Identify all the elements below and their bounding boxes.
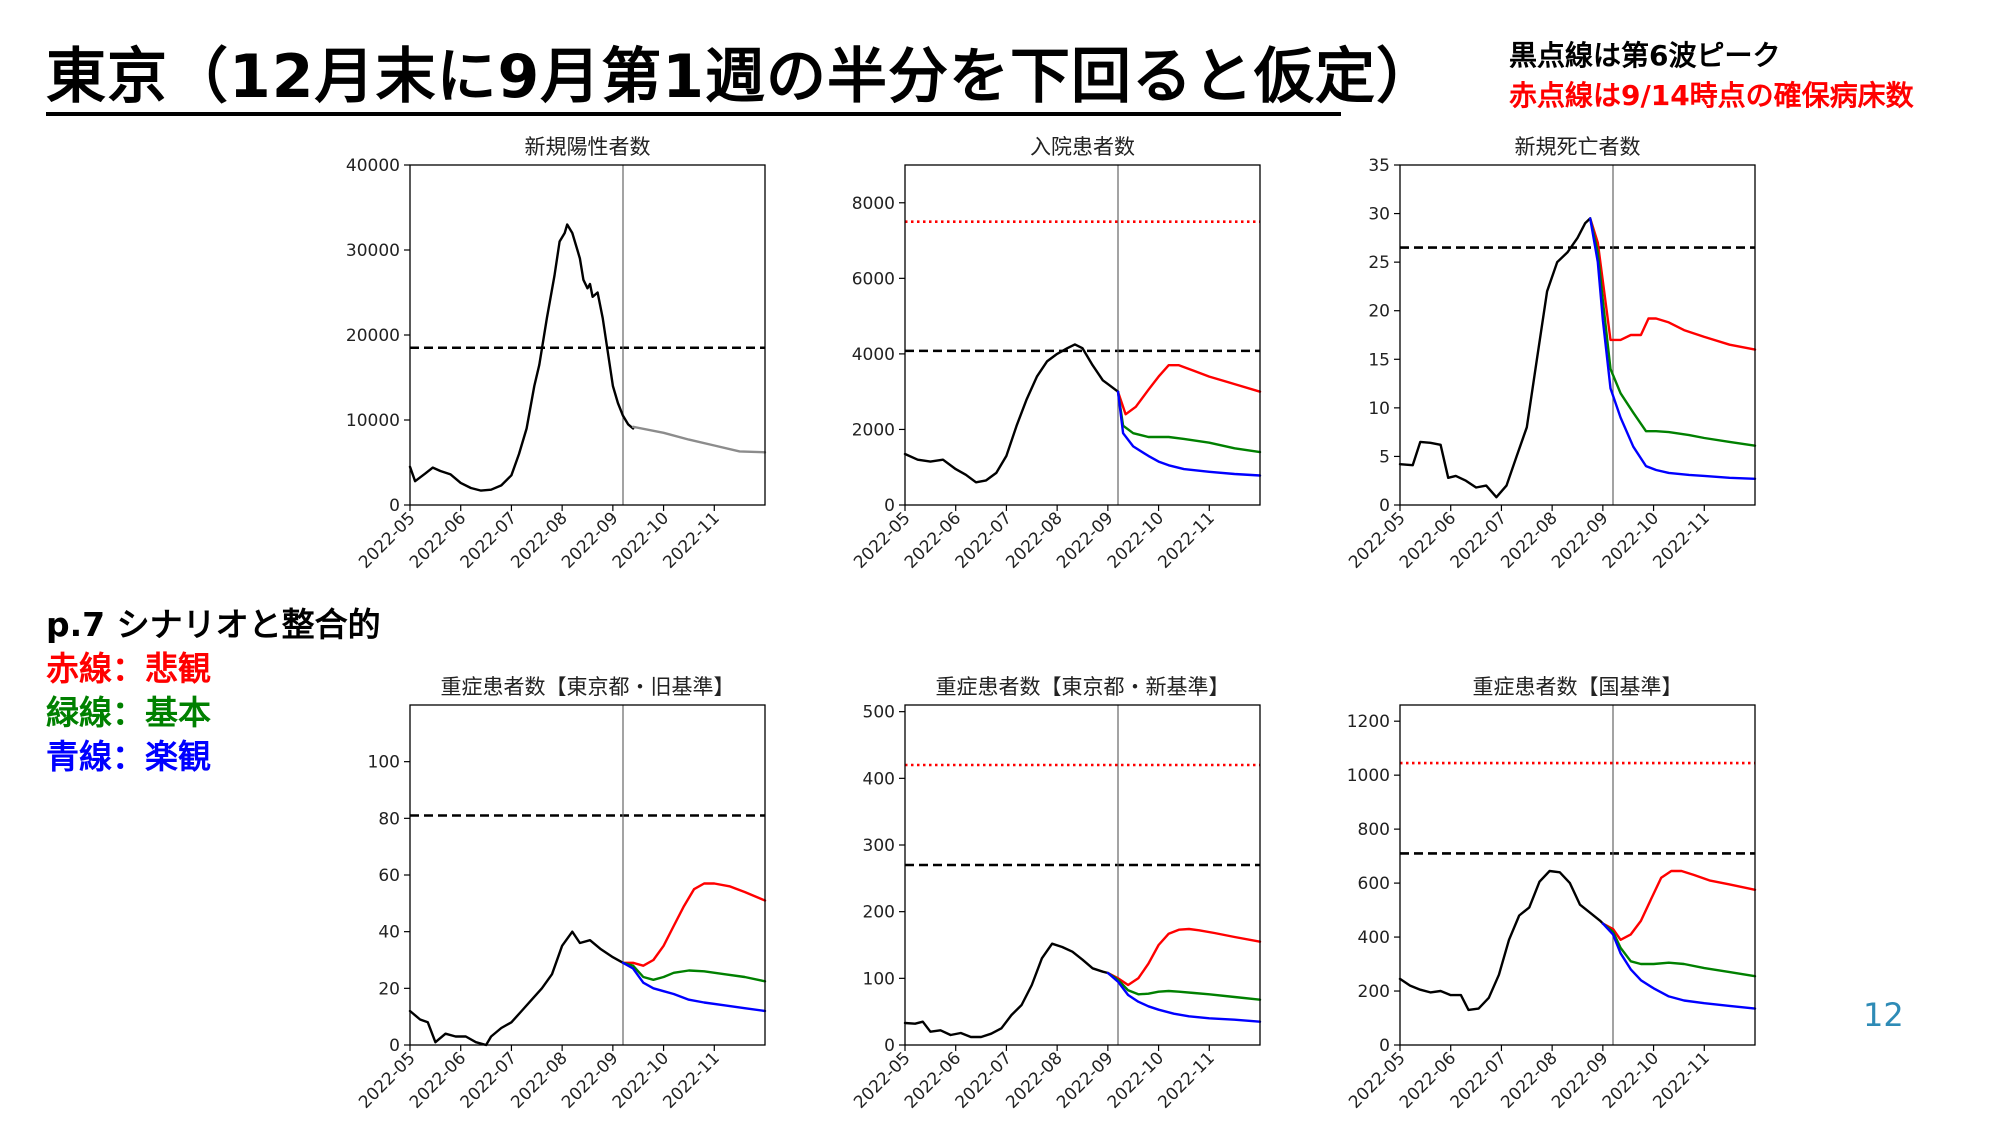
series-optimistic bbox=[1106, 971, 1262, 1023]
plot-frame bbox=[904, 164, 1261, 506]
series-observed bbox=[408, 930, 625, 1047]
series-optimistic bbox=[621, 961, 767, 1013]
legend-optimistic: 青線：楽観 bbox=[46, 737, 211, 776]
y-tick-label: 35 bbox=[1368, 156, 1390, 176]
y-tick-label: 10000 bbox=[346, 411, 400, 431]
legend-pessimistic: 赤線：悲観 bbox=[46, 649, 211, 688]
y-tick-label: 200 bbox=[863, 903, 895, 923]
y-tick-label: 20 bbox=[1368, 302, 1390, 322]
chart-title: 新規陽性者数 bbox=[525, 135, 651, 159]
y-tick-label: 10 bbox=[1368, 399, 1390, 419]
y-tick-label: 1000 bbox=[1347, 766, 1390, 786]
legend-base: 緑線：基本 bbox=[46, 693, 211, 732]
series-pessimistic bbox=[1116, 364, 1262, 416]
y-tick-label: 0 bbox=[389, 496, 400, 516]
plot-frame bbox=[1399, 704, 1756, 1046]
note-peak-line: 黒点線は第6波ピーク bbox=[1509, 39, 1781, 72]
y-tick-label: 80 bbox=[378, 809, 400, 829]
page-number: 12 bbox=[1863, 996, 1904, 1034]
scenario-legend: p.7 シナリオと整合的 赤線：悲観 緑線：基本 青線：楽観 bbox=[46, 603, 381, 779]
y-tick-label: 60 bbox=[378, 866, 400, 886]
series-pessimistic bbox=[1601, 869, 1757, 941]
chart-title: 重症患者数【国基準】 bbox=[1473, 675, 1683, 699]
y-tick-label: 20 bbox=[378, 979, 400, 999]
series-optimistic bbox=[1601, 922, 1757, 1010]
series-optimistic bbox=[1589, 217, 1757, 480]
series-observed bbox=[408, 223, 635, 492]
y-tick-label: 8000 bbox=[852, 194, 895, 214]
title-underline bbox=[46, 112, 1341, 116]
series-base bbox=[1116, 390, 1262, 454]
chart-title: 入院患者数 bbox=[1030, 135, 1135, 159]
chart-title: 新規死亡者数 bbox=[1515, 135, 1641, 159]
y-tick-label: 400 bbox=[863, 769, 895, 789]
series-base bbox=[621, 961, 767, 983]
y-tick-label: 20000 bbox=[346, 326, 400, 346]
y-tick-label: 0 bbox=[1379, 1036, 1390, 1056]
plot-frame bbox=[904, 704, 1261, 1046]
y-tick-label: 5 bbox=[1379, 447, 1390, 467]
series-optimistic bbox=[1116, 390, 1262, 477]
series-observed bbox=[903, 942, 1110, 1039]
y-tick-label: 100 bbox=[863, 969, 895, 989]
y-tick-label: 30 bbox=[1368, 205, 1390, 225]
series-base bbox=[1601, 922, 1757, 978]
series-observed bbox=[903, 343, 1120, 484]
y-tick-label: 0 bbox=[389, 1036, 400, 1056]
series-base bbox=[1589, 217, 1757, 447]
note-capacity-line: 赤点線は9/14時点の確保病床数 bbox=[1509, 79, 1914, 112]
y-tick-label: 40 bbox=[378, 923, 400, 943]
plot-frame bbox=[1399, 164, 1756, 506]
y-tick-label: 15 bbox=[1368, 350, 1390, 370]
y-tick-label: 800 bbox=[1358, 820, 1390, 840]
series-observed bbox=[1398, 217, 1592, 499]
y-tick-label: 25 bbox=[1368, 253, 1390, 273]
series-pessimistic bbox=[1589, 217, 1757, 351]
y-tick-label: 0 bbox=[1379, 496, 1390, 516]
y-tick-label: 40000 bbox=[346, 156, 400, 176]
series-pessimistic bbox=[1106, 927, 1262, 987]
y-tick-label: 400 bbox=[1358, 928, 1390, 948]
series-pessimistic bbox=[621, 882, 767, 967]
series-observed bbox=[1398, 869, 1605, 1012]
y-tick-label: 2000 bbox=[852, 420, 895, 440]
y-tick-label: 0 bbox=[884, 496, 895, 516]
y-tick-label: 30000 bbox=[346, 241, 400, 261]
y-tick-label: 600 bbox=[1358, 874, 1390, 894]
y-tick-label: 100 bbox=[368, 753, 400, 773]
chart-title: 重症患者数【東京都・新基準】 bbox=[936, 675, 1230, 699]
page-title: 東京（12月末に9月第1週の半分を下回ると仮定） bbox=[46, 42, 1437, 112]
series-base bbox=[1106, 971, 1262, 1001]
series-projection bbox=[631, 425, 767, 454]
y-tick-label: 4000 bbox=[852, 345, 895, 365]
chart-title: 重症患者数【東京都・旧基準】 bbox=[441, 675, 735, 699]
y-tick-label: 200 bbox=[1358, 982, 1390, 1002]
scenario-reference: p.7 シナリオと整合的 bbox=[46, 605, 381, 644]
y-tick-label: 0 bbox=[884, 1036, 895, 1056]
y-tick-label: 6000 bbox=[852, 269, 895, 289]
x-tick-label: 2022-11 bbox=[1649, 1048, 1713, 1112]
y-tick-label: 500 bbox=[863, 703, 895, 723]
y-tick-label: 300 bbox=[863, 836, 895, 856]
y-tick-label: 1200 bbox=[1347, 712, 1390, 732]
